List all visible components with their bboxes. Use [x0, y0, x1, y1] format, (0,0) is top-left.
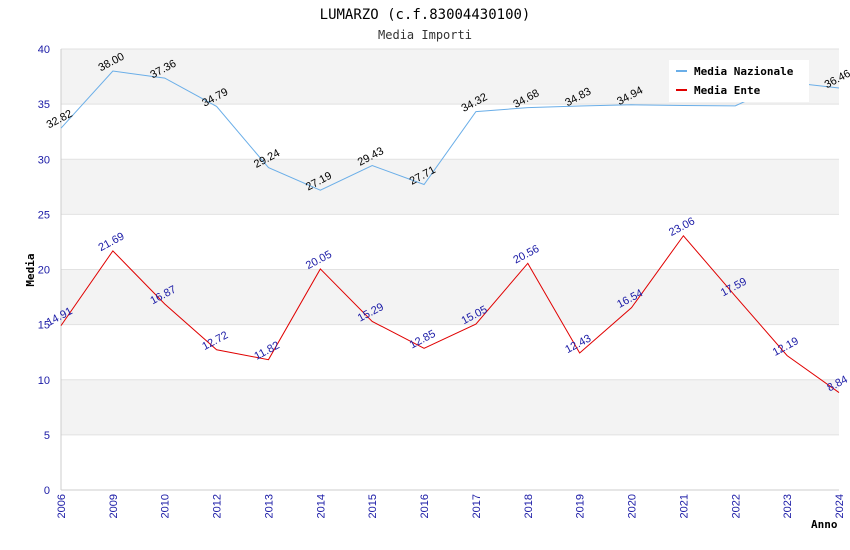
x-tick-label: 2020 [627, 494, 639, 518]
y-axis-ticks: 0 5 10 15 20 25 30 35 40 [38, 44, 50, 497]
grid-band [61, 159, 839, 215]
x-axis-ticks: 2006 2009 2010 2012 2013 2014 2015 2016 2017 2018… [56, 494, 846, 518]
x-tick-label: 2019 [575, 494, 587, 518]
x-tick-label: 2023 [782, 494, 794, 518]
x-tick-label: 2016 [419, 494, 431, 518]
x-tick-label: 2021 [678, 494, 690, 518]
grid-band [61, 379, 839, 435]
chart-subtitle: Media Importi [378, 28, 472, 42]
y-tick-label: 10 [38, 375, 50, 387]
x-tick-label: 2022 [730, 494, 742, 518]
y-tick-label: 0 [44, 485, 50, 497]
series-lines [60, 70, 840, 393]
x-tick-label: 2017 [471, 494, 483, 518]
x-tick-label: 2024 [834, 494, 846, 518]
y-tick-label: 5 [44, 430, 50, 442]
y-tick-label: 30 [38, 154, 50, 166]
grid-bands [60, 48, 839, 491]
x-tick-label: 2006 [56, 494, 68, 518]
y-tick-label: 20 [38, 265, 50, 277]
x-tick-label: 2013 [263, 494, 275, 518]
series-line-media-ente [60, 234, 840, 393]
grid-band [61, 324, 839, 380]
legend-entry: Media Ente [694, 84, 761, 97]
grid-band [61, 214, 839, 270]
y-tick-label: 15 [38, 320, 50, 332]
x-tick-label: 2012 [212, 494, 224, 518]
x-tick-label: 2009 [108, 494, 120, 518]
y-axis-label: Media [24, 253, 37, 286]
grid-band [61, 434, 839, 490]
y-tick-label: 40 [38, 44, 50, 56]
series-line-media-nazionale [60, 70, 840, 191]
legend-box [669, 60, 809, 102]
chart-title: LUMARZO (c.f.83004430100) [320, 7, 531, 23]
x-tick-label: 2014 [315, 494, 327, 518]
y-tick-label: 25 [38, 209, 50, 221]
grid-band [61, 104, 839, 160]
x-tick-label: 2015 [367, 494, 379, 518]
x-axis-label: Anno [811, 518, 838, 531]
legend-entry: Media Nazionale [694, 65, 794, 78]
y-tick-label: 35 [38, 99, 50, 111]
grid-band [61, 269, 839, 325]
x-tick-label: 2018 [523, 494, 535, 518]
legend: Media Nazionale Media Ente [669, 60, 809, 102]
x-tick-label: 2010 [160, 494, 172, 518]
